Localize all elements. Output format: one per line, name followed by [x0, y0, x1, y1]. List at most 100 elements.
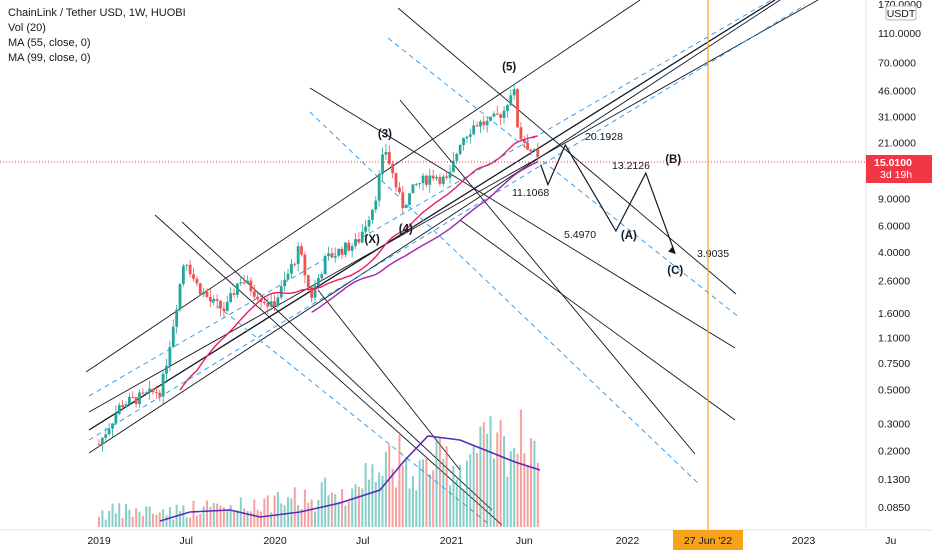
- candle-body[interactable]: [316, 278, 320, 286]
- candle-body[interactable]: [425, 175, 428, 185]
- candle-body[interactable]: [235, 283, 239, 295]
- candle-body[interactable]: [181, 265, 185, 284]
- candle-body[interactable]: [482, 121, 486, 126]
- candle-body[interactable]: [418, 183, 422, 185]
- candle-body[interactable]: [232, 293, 236, 295]
- candle-body[interactable]: [350, 246, 354, 251]
- legend-ma55[interactable]: MA (55, close, 0): [8, 37, 91, 49]
- candle-body[interactable]: [215, 299, 219, 301]
- candle-body[interactable]: [465, 136, 469, 139]
- candle-body[interactable]: [195, 278, 199, 284]
- candle-body[interactable]: [310, 287, 314, 298]
- candle-body[interactable]: [502, 110, 506, 118]
- candle-body[interactable]: [381, 154, 384, 174]
- candle-body[interactable]: [225, 301, 229, 312]
- candle-body[interactable]: [148, 388, 152, 393]
- candle-body[interactable]: [104, 434, 108, 438]
- candle-body[interactable]: [354, 239, 357, 247]
- candle-body[interactable]: [357, 239, 361, 243]
- candle-body[interactable]: [404, 204, 408, 209]
- candle-body[interactable]: [506, 105, 509, 111]
- candle-body[interactable]: [158, 392, 162, 397]
- candle-body[interactable]: [509, 95, 513, 106]
- candle-body[interactable]: [188, 264, 192, 275]
- candle-body[interactable]: [239, 282, 243, 284]
- candle-body[interactable]: [246, 280, 249, 284]
- candle-body[interactable]: [171, 326, 175, 348]
- candle-body[interactable]: [492, 113, 496, 117]
- candle-body[interactable]: [154, 392, 158, 394]
- candle-body[interactable]: [536, 149, 540, 157]
- candle-body[interactable]: [229, 293, 233, 302]
- time-axis[interactable]: 2019 Jul 2020 Jul 2021 Jun 2022 2023 Ju 27 Jun '…: [0, 529, 932, 550]
- candle-body[interactable]: [117, 405, 121, 414]
- candle-body[interactable]: [111, 423, 114, 429]
- candle-body[interactable]: [411, 184, 415, 194]
- candle-body[interactable]: [391, 163, 395, 174]
- candle-body[interactable]: [462, 138, 465, 146]
- candle-body[interactable]: [138, 392, 141, 405]
- candle-body[interactable]: [529, 149, 533, 151]
- candle-body[interactable]: [151, 388, 155, 393]
- candle-body[interactable]: [485, 120, 489, 126]
- candle-body[interactable]: [256, 296, 260, 300]
- candle-body[interactable]: [97, 444, 101, 446]
- candle-body[interactable]: [394, 173, 398, 188]
- candle-body[interactable]: [428, 175, 432, 185]
- candle-body[interactable]: [266, 303, 270, 307]
- candle-body[interactable]: [333, 255, 337, 258]
- candle-body[interactable]: [360, 231, 364, 243]
- candle-body[interactable]: [522, 139, 526, 143]
- candle-body[interactable]: [168, 347, 172, 366]
- legend-ma99[interactable]: MA (99, close, 0): [8, 52, 91, 64]
- candle-body[interactable]: [468, 134, 472, 137]
- candle-body[interactable]: [438, 177, 442, 184]
- candle-body[interactable]: [134, 397, 138, 405]
- legend-vol[interactable]: Vol (20): [8, 22, 46, 34]
- candles[interactable]: [97, 84, 540, 452]
- legend-title[interactable]: ChainLink / Tether USD, 1W, HUOBI: [8, 7, 186, 19]
- candle-body[interactable]: [279, 286, 283, 298]
- candle-body[interactable]: [242, 282, 246, 284]
- candle-body[interactable]: [512, 89, 516, 96]
- candle-body[interactable]: [519, 127, 523, 140]
- candle-body[interactable]: [499, 114, 503, 118]
- candle-body[interactable]: [300, 246, 303, 255]
- candle-body[interactable]: [293, 263, 297, 265]
- candle-body[interactable]: [127, 396, 131, 405]
- candle-body[interactable]: [165, 365, 168, 374]
- candle-body[interactable]: [185, 264, 189, 266]
- candle-body[interactable]: [124, 404, 128, 408]
- candle-body[interactable]: [374, 200, 378, 210]
- candle-body[interactable]: [198, 283, 202, 295]
- candle-body[interactable]: [313, 285, 317, 298]
- candle-body[interactable]: [144, 392, 148, 394]
- candle-body[interactable]: [286, 273, 290, 280]
- candle-body[interactable]: [364, 226, 368, 232]
- candle-body[interactable]: [222, 308, 226, 312]
- candle-body[interactable]: [330, 253, 334, 258]
- candle-body[interactable]: [273, 301, 276, 307]
- candle-body[interactable]: [414, 183, 418, 185]
- candle-body[interactable]: [283, 279, 287, 287]
- candle-body[interactable]: [340, 248, 344, 255]
- candle-body[interactable]: [387, 152, 391, 164]
- candle-body[interactable]: [208, 296, 212, 302]
- candle-body[interactable]: [306, 275, 310, 288]
- candle-body[interactable]: [367, 219, 371, 227]
- candle-body[interactable]: [323, 256, 327, 275]
- candle-body[interactable]: [192, 274, 195, 279]
- candle-body[interactable]: [289, 263, 293, 274]
- candle-body[interactable]: [303, 254, 307, 276]
- candle-body[interactable]: [441, 176, 445, 184]
- candle-body[interactable]: [377, 173, 381, 201]
- candle-body[interactable]: [141, 392, 145, 394]
- candle-body[interactable]: [495, 113, 499, 115]
- candle-body[interactable]: [249, 280, 253, 292]
- candle-body[interactable]: [398, 187, 401, 193]
- candle-body[interactable]: [107, 428, 111, 435]
- candle-body[interactable]: [161, 373, 165, 397]
- candle-body[interactable]: [131, 396, 135, 398]
- candle-body[interactable]: [259, 299, 263, 302]
